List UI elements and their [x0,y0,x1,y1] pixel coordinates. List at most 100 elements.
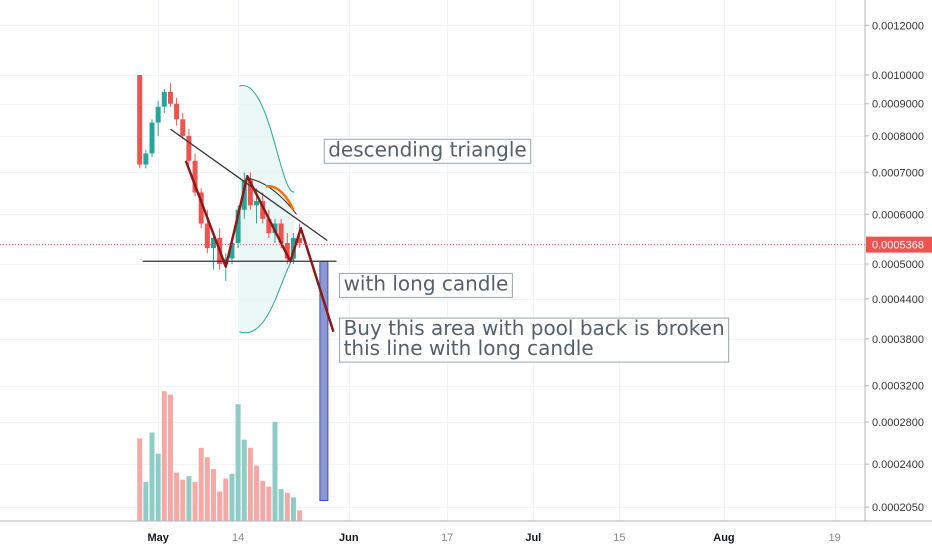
annotation-label[interactable]: with long candle [339,271,513,298]
candle-body [235,209,241,244]
annotation-box [339,317,730,363]
candle-body [278,223,284,244]
price-badge-label: 0.0005368 [872,240,924,252]
candle-body [241,180,247,210]
volume-bar [223,478,229,521]
x-axis-panel[interactable] [0,521,932,550]
y-tick-label: 0.0010000 [872,70,924,82]
volume-bar [174,472,180,521]
y-tick-label: 0.0003800 [872,334,924,346]
y-tick-label: 0.0002800 [872,417,924,429]
candle-body [211,238,216,249]
volume-bar [186,476,192,521]
bulge-upper-curve [239,85,295,193]
candle-body [167,91,173,104]
y-tick-label: 0.0012000 [872,20,924,32]
bulge-lower-curve [239,255,295,334]
x-tick-label: May [147,532,169,544]
zigzag-path [184,160,335,333]
current-price-badge: 0.0005368 [866,236,932,253]
target-box [319,260,329,502]
x-tick-label: 15 [613,532,625,544]
candle-body [143,153,149,165]
annotation-box [323,138,532,164]
drawing-layer [142,128,337,333]
y-tick-label: 0.0004400 [872,294,924,306]
volume-bar [192,482,198,521]
volume-bar [161,391,167,521]
candle-body [174,103,180,120]
annotation-text: descending triangle [328,137,527,161]
volume-bar [204,457,210,521]
volume-layer [137,391,303,521]
volume-bar [167,394,173,521]
x-tick-label: 14 [232,532,244,544]
arc-orange [265,184,295,211]
volume-bar [137,438,143,521]
annotation-layer: descending triangle with long candle Buy t… [323,137,730,363]
y-tick-label: 0.0003200 [872,381,924,393]
volume-bar [241,439,247,521]
annotation-label[interactable]: Buy this area with pool back is brokenth… [339,316,730,363]
y-tick-label: 0.0002400 [872,459,924,471]
candle-body [137,75,143,165]
volume-bar [254,465,260,521]
volume-bar [149,432,155,521]
candle-body [180,119,186,136]
y-tick-label: 0.0008000 [872,131,924,143]
volume-bar [155,453,161,521]
y-tick-label: 0.0007000 [872,167,924,179]
volume-bar [229,473,235,521]
candle-body [149,122,155,154]
x-tick-label: 19 [829,532,841,544]
volume-bar [284,492,290,521]
volume-bar [247,447,253,521]
x-tick-label: Jun [339,532,359,544]
candle-body [266,218,272,234]
annotation-text: with long candle [344,271,509,295]
annotation-text: this line with long candle [344,336,594,360]
volume-bar [278,489,284,521]
volume-bar [217,491,223,521]
price-badge-bg [866,236,932,253]
volume-bar [290,497,296,521]
volume-bar [272,421,278,521]
x-tick-label: 17 [441,532,453,544]
candle-body [198,192,204,224]
x-tick-label: Aug [713,532,734,544]
volume-bar [211,469,216,521]
y-tick-label: 0.0009000 [872,99,924,111]
candle-body [192,160,198,193]
candle-body [297,238,303,244]
candle-body [260,200,266,219]
y-tick-label: 0.0005000 [872,259,924,271]
x-axis: May 14 Jun 17 Jul 15 Aug 19 [147,532,840,544]
y-tick-label: 0.0006000 [872,209,924,221]
candle-body [161,91,167,107]
candle-body [155,106,161,123]
candle-body [204,223,210,249]
annotation-label[interactable]: descending triangle [323,137,532,164]
volume-bar [297,510,303,521]
descending-trendline [170,128,328,242]
target-box-layer [319,260,329,502]
volume-bar [260,480,266,521]
candle-body [254,200,260,206]
bulge-fill [239,85,295,333]
x-tick-label: Jul [525,532,541,544]
volume-bar [180,479,186,521]
bulge-layer [239,85,295,334]
candle-body [229,243,235,259]
candle-body [186,135,192,161]
candle-body [247,180,253,206]
candle-layer [137,75,303,281]
y-tick-label: 0.0002050 [872,502,924,514]
annotation-box [339,272,513,298]
volume-bar [235,404,241,521]
y-axis-panel[interactable] [865,0,932,521]
volume-bar [143,482,149,521]
volume-bar [198,447,204,521]
candle-body [284,243,290,259]
volume-bar [266,486,272,521]
